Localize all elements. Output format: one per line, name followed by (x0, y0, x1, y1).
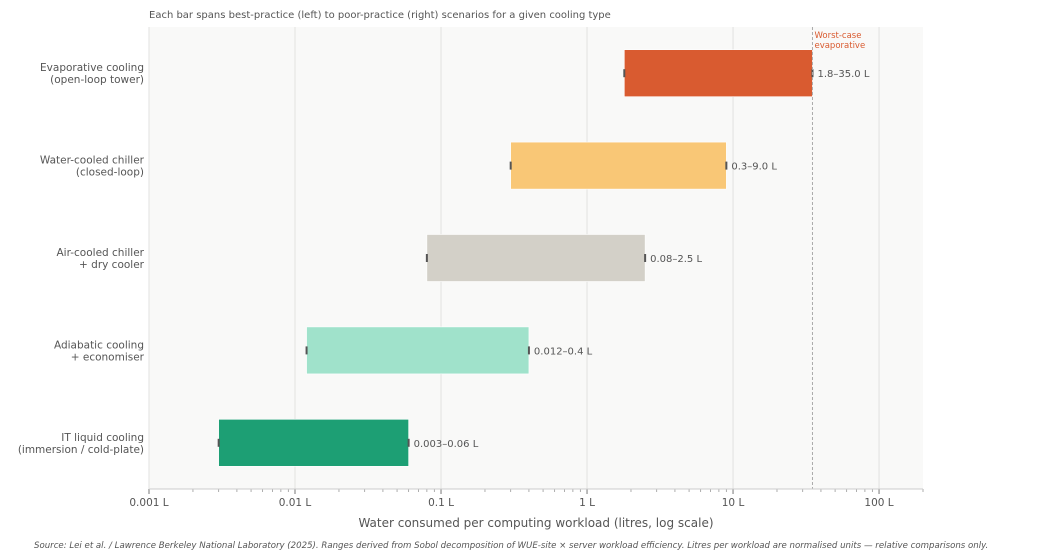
source-note: Source: Lei et al. / Lawrence Berkeley N… (34, 541, 988, 551)
range-bar (426, 234, 646, 282)
x-tick-label: 100 L (864, 497, 893, 509)
data-label: 0.3–9.0 L (731, 162, 777, 173)
category-label: Adiabatic cooling + economiser (54, 339, 145, 363)
data-label: 0.08–2.5 L (650, 254, 702, 265)
data-label: 1.8–35.0 L (817, 69, 869, 80)
range-bar (306, 326, 530, 375)
data-label: 0.003–0.06 L (414, 439, 479, 450)
chart-subtitle: Each bar spans best-practice (left) to p… (149, 10, 611, 21)
range-bar (624, 49, 813, 98)
category-label: Water-cooled chiller (closed-loop) (40, 155, 145, 179)
range-bar (510, 141, 727, 190)
x-tick-label: 10 L (722, 497, 745, 509)
category-label: IT liquid cooling (immersion / cold-plate… (18, 432, 144, 456)
x-tick-label: 0.01 L (279, 497, 312, 509)
category-label: Air-cooled chiller + dry cooler (57, 247, 145, 271)
x-tick-label: 1 L (579, 497, 595, 509)
range-bar (218, 418, 409, 467)
x-tick-label: 0.001 L (129, 497, 168, 509)
category-label: Evaporative cooling (open-loop tower) (40, 62, 144, 86)
x-tick-label: 0.1 L (428, 497, 454, 509)
x-axis-label: Water consumed per computing workload (l… (358, 516, 713, 530)
reference-line-label: Worst-case evaporative (814, 31, 865, 51)
data-label: 0.012–0.4 L (534, 346, 593, 357)
